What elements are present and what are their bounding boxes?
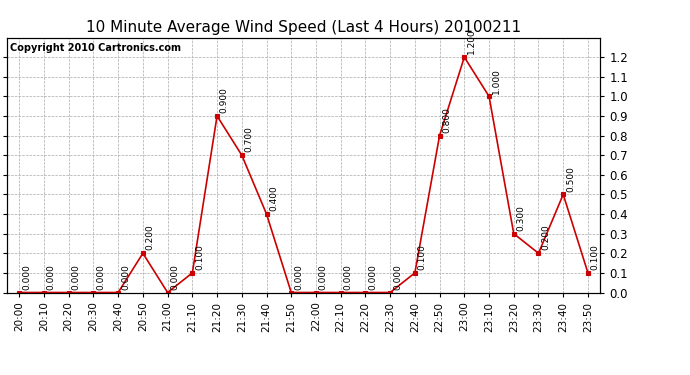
Text: 0.000: 0.000: [170, 264, 179, 290]
Text: 0.000: 0.000: [344, 264, 353, 290]
Text: 1.000: 1.000: [492, 68, 501, 94]
Title: 10 Minute Average Wind Speed (Last 4 Hours) 20100211: 10 Minute Average Wind Speed (Last 4 Hou…: [86, 20, 521, 35]
Text: 1.200: 1.200: [467, 28, 476, 54]
Text: 0.000: 0.000: [47, 264, 56, 290]
Text: 0.000: 0.000: [121, 264, 130, 290]
Text: 0.100: 0.100: [195, 244, 204, 270]
Text: 0.000: 0.000: [294, 264, 303, 290]
Text: Copyright 2010 Cartronics.com: Copyright 2010 Cartronics.com: [10, 43, 181, 52]
Text: 0.100: 0.100: [417, 244, 426, 270]
Text: 0.000: 0.000: [96, 264, 105, 290]
Text: 0.900: 0.900: [220, 87, 229, 113]
Text: 0.700: 0.700: [244, 126, 253, 152]
Text: 0.300: 0.300: [517, 205, 526, 231]
Text: 0.500: 0.500: [566, 166, 575, 192]
Text: 0.100: 0.100: [591, 244, 600, 270]
Text: 0.200: 0.200: [146, 225, 155, 251]
Text: 0.400: 0.400: [269, 186, 278, 211]
Text: 0.000: 0.000: [319, 264, 328, 290]
Text: 0.000: 0.000: [393, 264, 402, 290]
Text: 0.000: 0.000: [368, 264, 377, 290]
Text: 0.800: 0.800: [442, 107, 451, 133]
Text: 0.000: 0.000: [72, 264, 81, 290]
Text: 0.000: 0.000: [22, 264, 31, 290]
Text: 0.200: 0.200: [541, 225, 550, 251]
